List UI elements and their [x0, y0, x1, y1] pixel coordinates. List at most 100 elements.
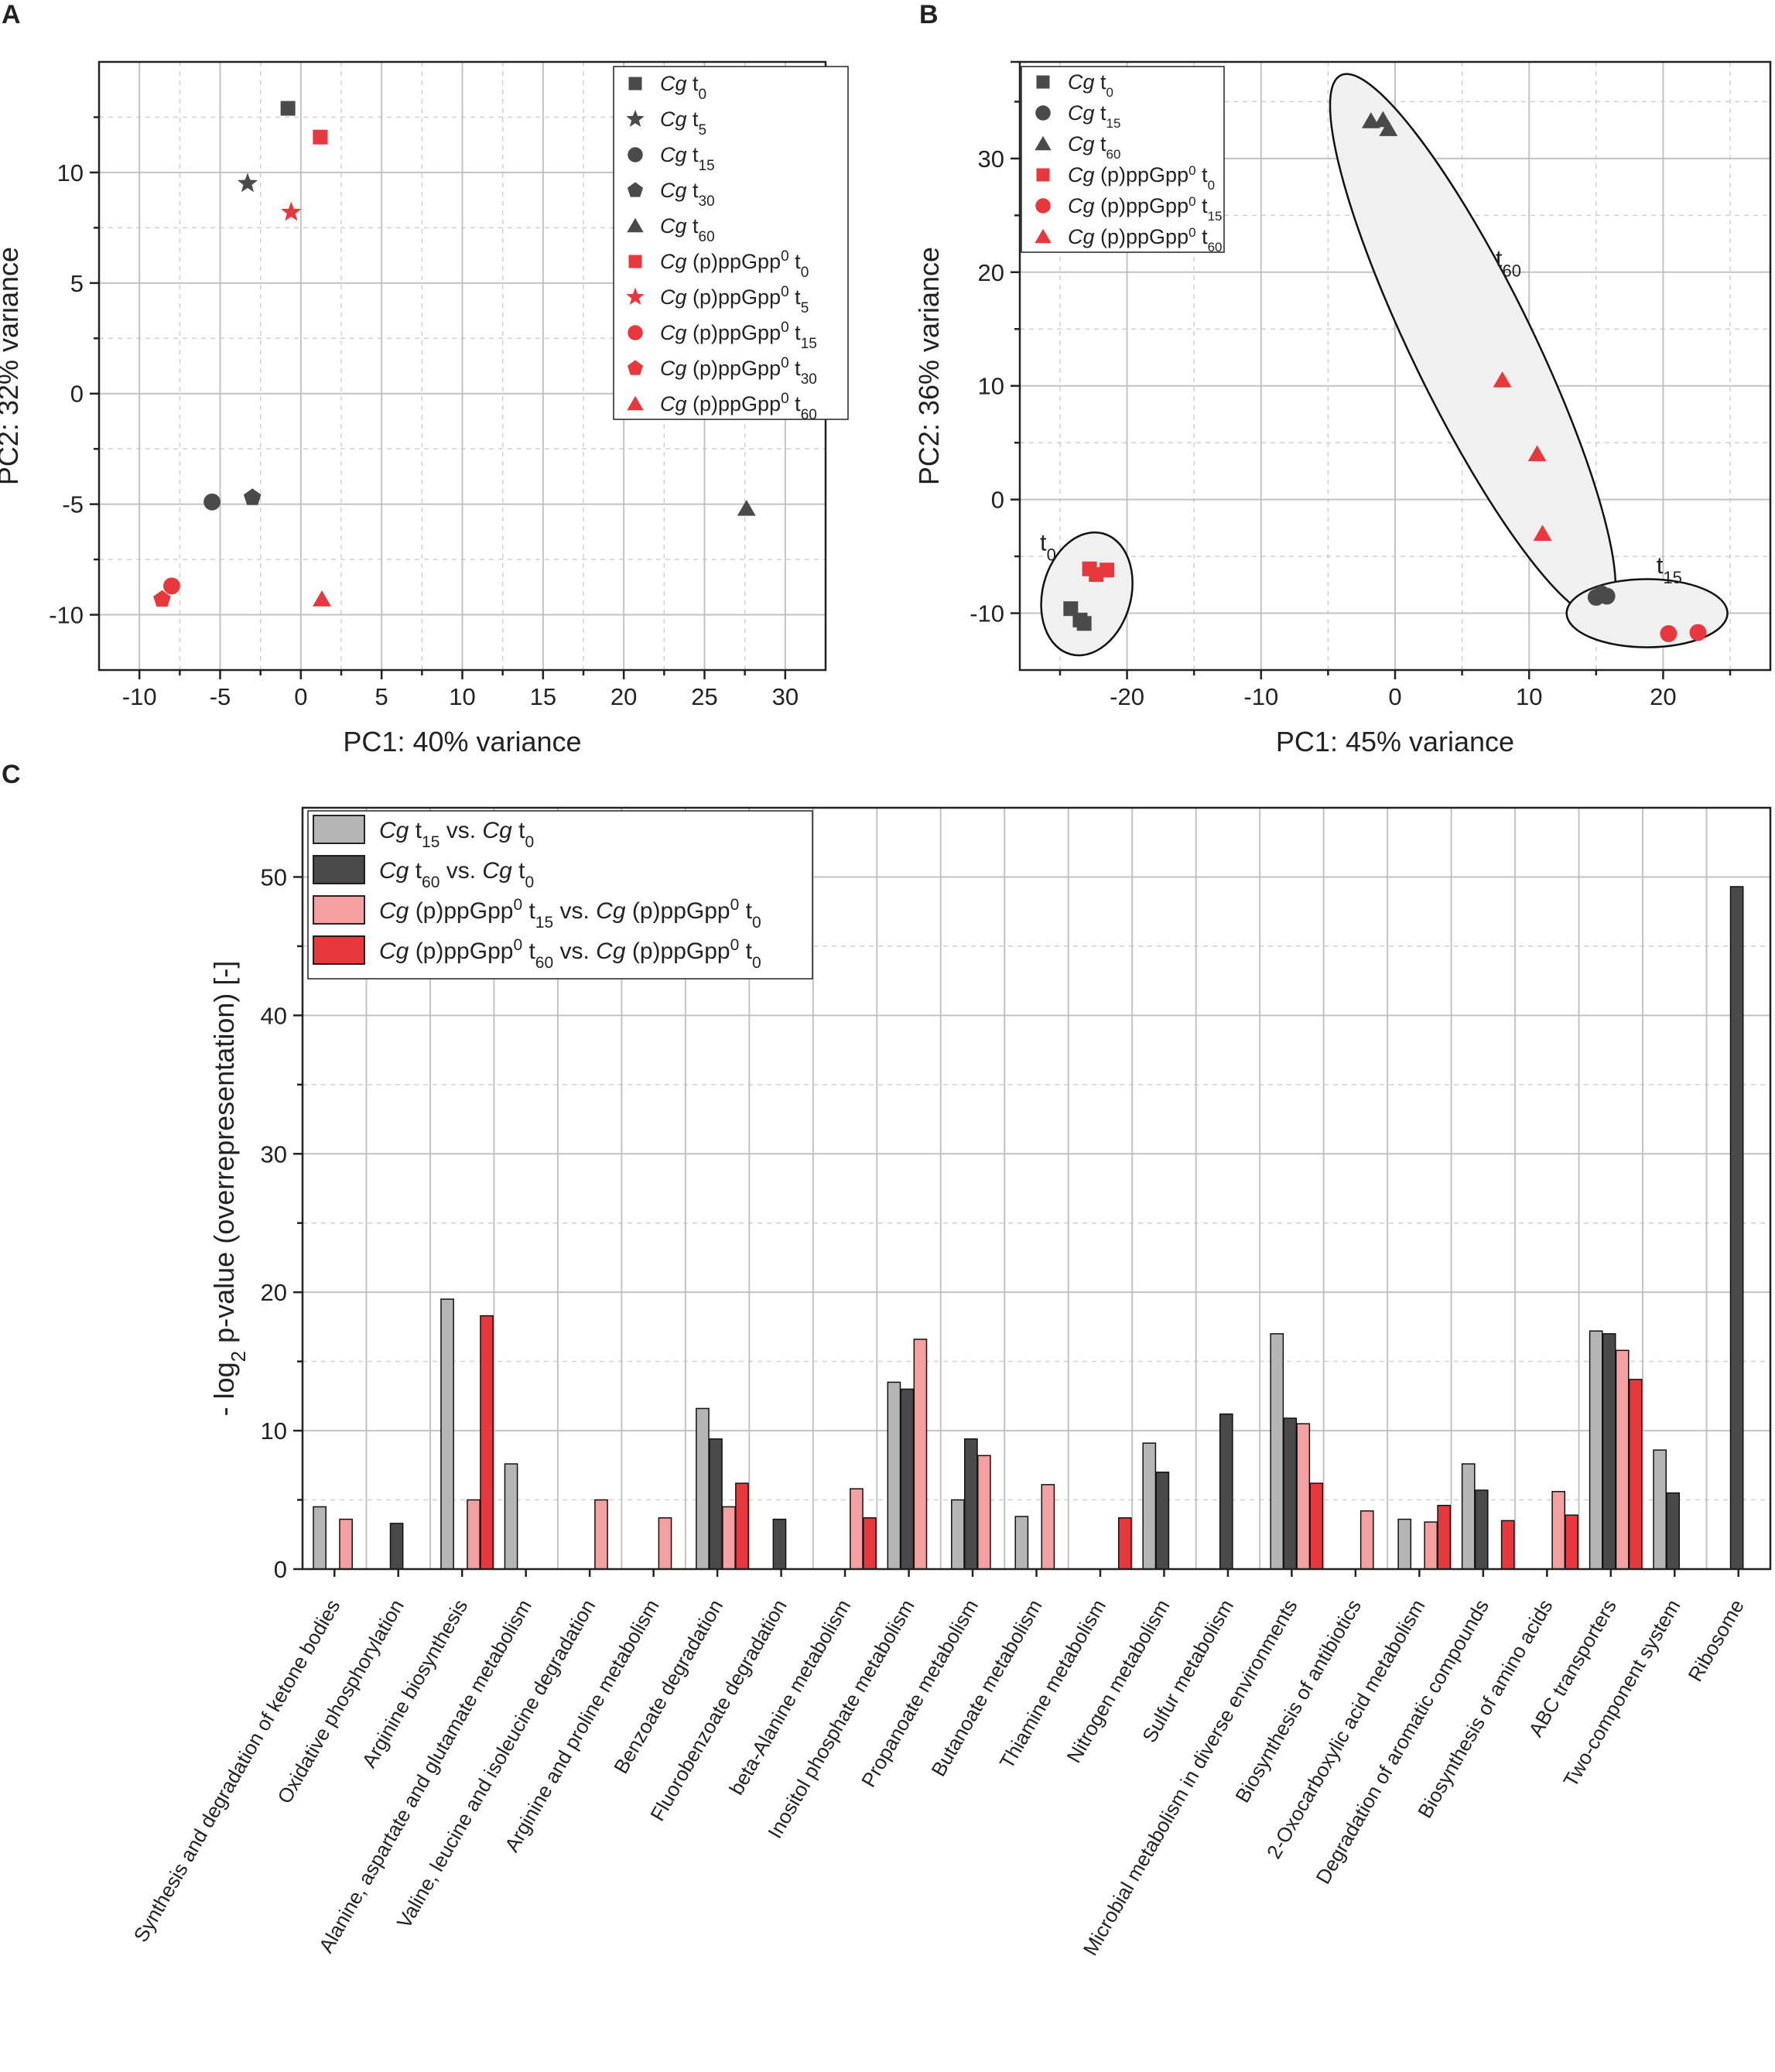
data-point	[313, 590, 331, 607]
panel-c-bar-chart: 0 10 20 30 40 50 Synthesis and degradation of…	[128, 806, 1772, 1960]
panel-a-ticks: -10 -5 0 5 10 15 20 25 30 -10 -5 0 5 10	[49, 116, 799, 710]
bar	[696, 1407, 710, 1570]
category-label: Propanoate metabolism	[857, 1595, 983, 1791]
legend-marker	[627, 360, 644, 375]
data-point	[313, 129, 328, 145]
bar	[1602, 1333, 1616, 1570]
y-tick-label: 30	[261, 1140, 287, 1168]
cluster-ellipse	[1329, 73, 1617, 620]
x-tick-label: 15	[530, 683, 556, 710]
legend-box	[1021, 66, 1225, 253]
y-tick-label: 50	[261, 863, 287, 891]
bar	[913, 1339, 928, 1570]
legend-entry: Cg t0	[1068, 70, 1113, 100]
bar	[1041, 1484, 1055, 1570]
bar	[722, 1506, 736, 1570]
legend-entry: Cg (p)ppGpp0 t15	[660, 320, 817, 352]
panel-b-label: B	[919, 0, 939, 29]
bar	[480, 1315, 494, 1570]
legend-marker	[1036, 168, 1050, 182]
y-tick-label: 40	[261, 1002, 287, 1029]
legend-entry: Cg (p)ppGpp0 t15 vs. Cg (p)ppGpp0 t0	[379, 896, 761, 932]
panel-b-points	[1063, 111, 1707, 642]
bar	[1666, 1492, 1680, 1570]
data-point	[243, 488, 262, 505]
data-point	[1076, 616, 1092, 631]
panel-c-bars	[313, 886, 1744, 1570]
category-label: Two-component system	[1558, 1595, 1684, 1791]
legend-entry: Cg t15 vs. Cg t0	[379, 818, 534, 851]
cluster-label: t60	[1496, 244, 1521, 280]
bar	[504, 1463, 518, 1570]
y-tick-label: -5	[62, 491, 84, 518]
bar	[1653, 1449, 1667, 1570]
legend-swatch	[313, 815, 365, 844]
y-tick-label: 0	[991, 487, 1004, 514]
bar	[887, 1381, 901, 1570]
bar	[389, 1523, 404, 1570]
bar	[658, 1517, 672, 1570]
x-tick-label: -10	[122, 683, 157, 710]
data-point	[1100, 562, 1115, 578]
panel-b-ticks: -20 -10 0 10 20 -10 0 10 20 30	[970, 60, 1732, 710]
data-point	[281, 201, 302, 221]
bar	[1142, 1442, 1157, 1570]
legend-entry: Cg t5	[660, 108, 706, 138]
legend-entry: Cg (p)ppGpp0 t30	[660, 355, 817, 388]
bar	[735, 1482, 749, 1570]
legend-entry: Cg t15	[660, 143, 715, 174]
panel-b-x-axis-title: PC1: 45% variance	[1276, 726, 1514, 757]
data-point	[1063, 601, 1079, 617]
category-label: beta-Alanine metabolism	[724, 1595, 855, 1799]
legend-swatch	[313, 855, 365, 884]
data-point	[1533, 525, 1552, 541]
legend-box	[307, 810, 813, 980]
legend-marker	[1035, 135, 1052, 151]
bar	[1500, 1520, 1515, 1570]
bar	[900, 1388, 915, 1570]
data-point	[1660, 625, 1678, 642]
data-point	[153, 590, 171, 607]
x-tick-label: 25	[691, 683, 717, 710]
bar	[863, 1517, 877, 1570]
bar	[1437, 1504, 1452, 1570]
bar	[1155, 1472, 1170, 1570]
category-label: Biosynthesis of antibiotics	[1230, 1595, 1366, 1807]
bar	[440, 1298, 454, 1570]
legend-entry: Cg (p)ppGpp0 t60 vs. Cg (p)ppGpp0 t0	[379, 936, 761, 972]
bar	[964, 1438, 978, 1570]
legend-entry: Cg (p)ppGpp0 t0	[660, 248, 809, 281]
bar	[1397, 1518, 1412, 1570]
panel-c-y-title-sub: 2	[227, 1351, 250, 1362]
legend-entry: Cg t15	[1068, 101, 1120, 131]
y-tick-label: 30	[978, 145, 1004, 173]
legend-marker	[1035, 105, 1051, 121]
data-point	[280, 101, 296, 116]
y-tick-label: 10	[978, 373, 1004, 400]
bar	[313, 1506, 327, 1570]
bar	[1565, 1514, 1579, 1570]
cluster-label: t15	[1657, 552, 1682, 587]
data-point	[1379, 120, 1398, 136]
bar	[772, 1518, 787, 1570]
bar	[1589, 1330, 1603, 1570]
y-tick-label: 20	[261, 1279, 287, 1306]
x-tick-label: -20	[1110, 683, 1144, 710]
y-tick-label: -10	[970, 600, 1004, 627]
panel-b-scatter: t0 t60 t15 -20 -10 0 10 20 -10 0 10 20 30 PC1: 45% …	[913, 60, 1772, 757]
legend-entry: Cg t60	[660, 214, 715, 245]
bar	[339, 1518, 353, 1570]
panel-c-y-title-prefix: - log	[208, 1362, 240, 1416]
legend-swatch	[313, 935, 365, 965]
bar	[1270, 1333, 1284, 1570]
legend-box	[613, 66, 849, 420]
bar	[1615, 1349, 1630, 1570]
data-point	[1493, 371, 1512, 388]
bar	[709, 1438, 723, 1570]
bar	[1309, 1482, 1324, 1570]
bar	[1729, 886, 1744, 1570]
panel-a-points	[153, 101, 756, 607]
category-label: Benzoate degradation	[609, 1595, 727, 1777]
legend-marker	[628, 147, 643, 162]
